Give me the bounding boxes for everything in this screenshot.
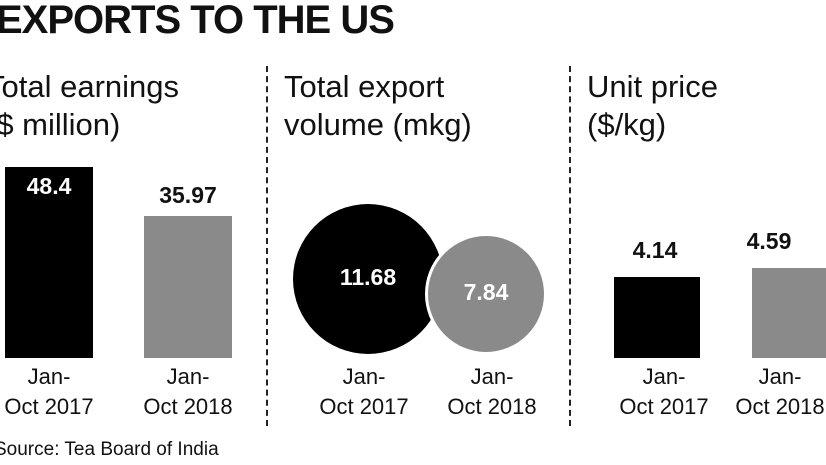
earnings-bar-1 bbox=[5, 167, 93, 358]
unit-price-bar-1 bbox=[614, 277, 700, 358]
panel-title-earnings-text: Total earnings ($ million) bbox=[0, 69, 180, 142]
earnings-category-label-1: Jan- Oct 2017 bbox=[4, 364, 94, 419]
panel-title-unit-price-text: Unit price ($/kg) bbox=[587, 69, 718, 142]
panel-divider-1 bbox=[266, 66, 268, 426]
unit-price-value-label-2: 4.59 bbox=[746, 228, 792, 255]
panel-title-unit-price: Unit price ($/kg) bbox=[587, 68, 747, 144]
unit-price-value-label-1: 4.14 bbox=[632, 237, 678, 263]
volume-value-label-2: 7.84 bbox=[463, 279, 509, 305]
volume-value-label-1: 11.68 bbox=[339, 264, 397, 290]
panel-title-volume-text: Total export volume (mkg) bbox=[284, 69, 472, 142]
panel-title-earnings: Total earnings ($ million) bbox=[0, 68, 201, 144]
earnings-value-label-1: 48.4 bbox=[26, 173, 72, 199]
earnings-bar-2 bbox=[144, 216, 232, 358]
volume-category-label-2: Jan- Oct 2018 bbox=[447, 364, 537, 419]
unit-price-category-label-2: Jan- Oct 2018 bbox=[735, 364, 825, 419]
earnings-value-label-2: 35.97 bbox=[159, 182, 217, 209]
panel-title-volume: Total export volume (mkg) bbox=[284, 68, 524, 144]
volume-category-label-1: Jan- Oct 2017 bbox=[319, 364, 409, 419]
volume-bubble-1 bbox=[293, 204, 443, 354]
volume-bubble-2 bbox=[424, 232, 548, 356]
unit-price-bar-2 bbox=[752, 268, 826, 358]
chart-title: EXPORTS TO THE US bbox=[0, 0, 395, 42]
panel-divider-2 bbox=[569, 66, 571, 426]
source-note: Source: Tea Board of India bbox=[0, 439, 219, 460]
unit-price-category-label-1: Jan- Oct 2017 bbox=[619, 364, 709, 419]
earnings-category-label-2: Jan- Oct 2018 bbox=[143, 364, 233, 419]
